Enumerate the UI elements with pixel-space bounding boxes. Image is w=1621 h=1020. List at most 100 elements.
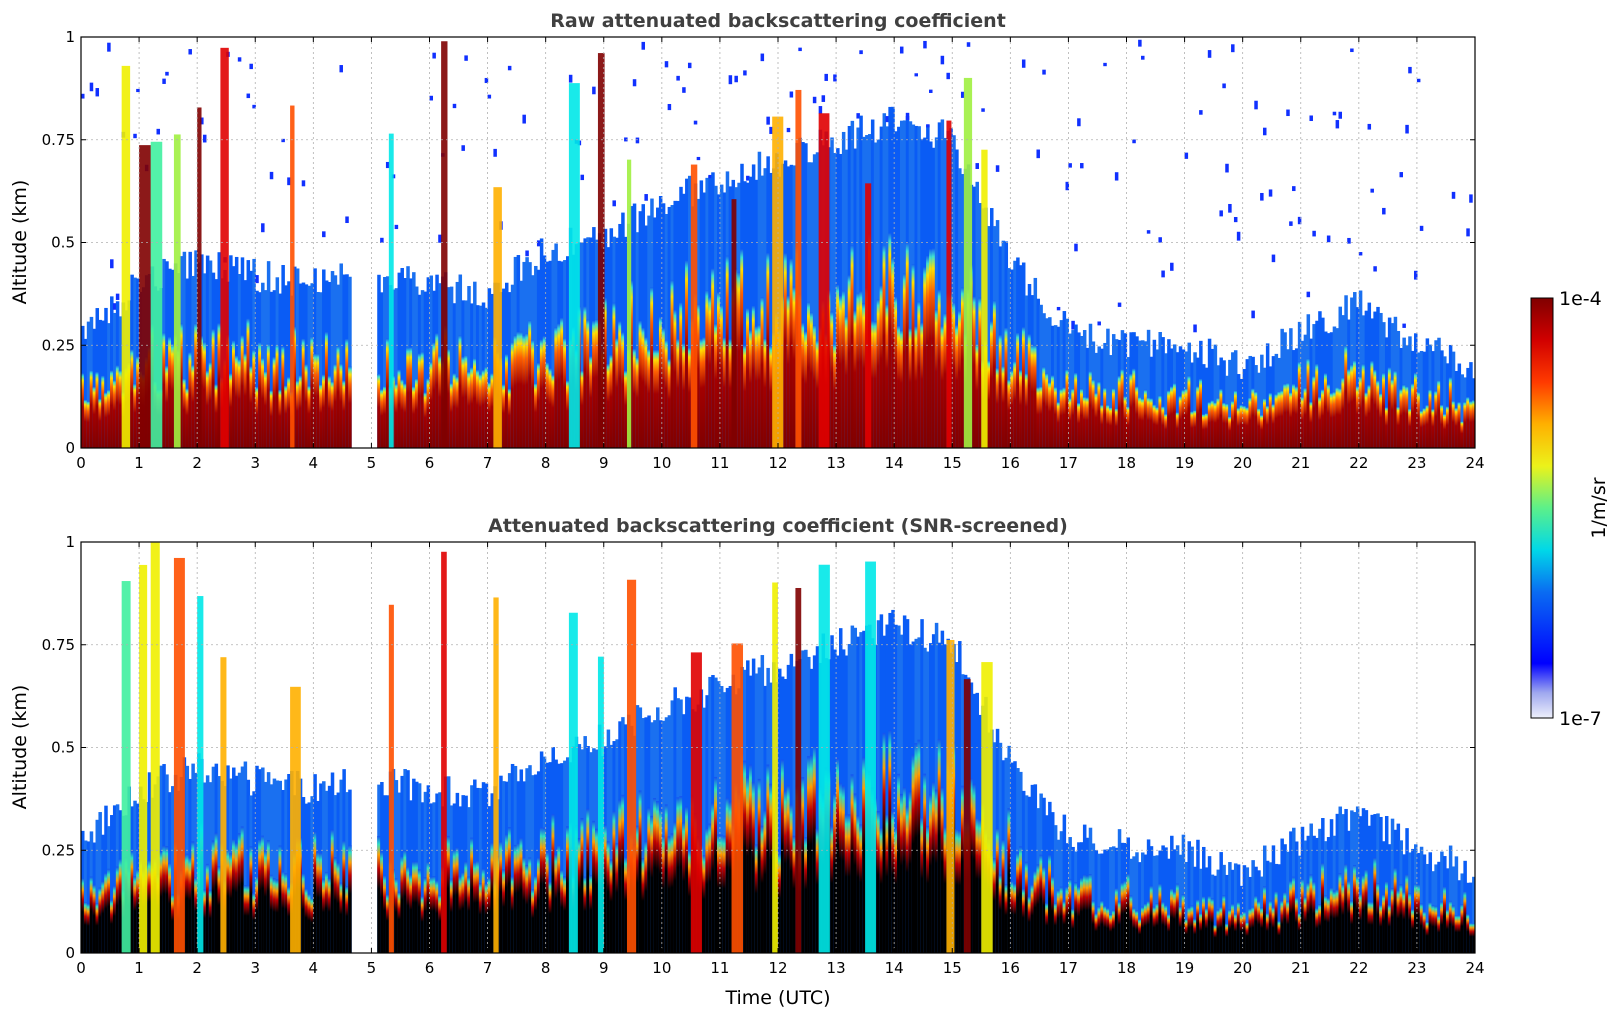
heatmap-streak — [441, 551, 447, 953]
heatmap-cell — [481, 782, 486, 953]
heatmap-cell — [644, 841, 648, 953]
heatmap-cell — [728, 75, 733, 85]
heatmap-cell — [1379, 312, 1383, 448]
heatmap-cell — [687, 62, 692, 69]
heatmap-cell — [1370, 814, 1374, 953]
heatmap-cell — [1457, 915, 1462, 953]
heatmap-cell — [1260, 414, 1264, 448]
heatmap-cell — [644, 337, 648, 448]
heatmap-cell — [202, 134, 207, 143]
heatmap-cell — [728, 186, 733, 448]
heatmap-cell — [455, 281, 460, 448]
heatmap-cell — [252, 791, 256, 953]
heatmap-cell — [586, 808, 590, 953]
heatmap-cell — [836, 758, 840, 953]
heatmap-cell — [1068, 163, 1072, 168]
heatmap-cell — [821, 95, 826, 102]
heatmap-cell — [1091, 900, 1096, 953]
heatmap-cell — [1358, 893, 1363, 953]
heatmap-cell — [1004, 757, 1009, 953]
heatmap-cell — [870, 321, 875, 448]
heatmap-cell — [711, 268, 715, 448]
heatmap-streak — [597, 53, 605, 448]
heatmap-cell — [644, 717, 648, 953]
heatmap-cell — [1129, 895, 1133, 953]
heatmap-streak — [220, 657, 227, 953]
heatmap-cell — [714, 323, 718, 448]
heatmap-cell — [1318, 828, 1322, 953]
heatmap-cell — [92, 884, 97, 953]
heatmap-cell — [783, 790, 788, 953]
heatmap-cell — [609, 228, 614, 448]
heatmap-cell — [589, 874, 593, 953]
x-tick-label: 20 — [1233, 454, 1252, 472]
heatmap-cell — [1393, 370, 1398, 448]
heatmap-cell — [1425, 863, 1430, 953]
heatmap-cell — [702, 337, 706, 448]
heatmap-cell — [194, 877, 198, 953]
heatmap-streak — [946, 120, 952, 448]
heatmap-cell — [1350, 364, 1354, 448]
heatmap-cell — [136, 88, 140, 93]
heatmap-cell — [1472, 923, 1475, 953]
heatmap-cell — [705, 290, 709, 448]
heatmap-cell — [1364, 392, 1369, 448]
heatmap-cell — [862, 303, 866, 448]
heatmap-cell — [824, 73, 828, 81]
heatmap-cell — [943, 137, 948, 448]
x-tick-label: 9 — [599, 959, 609, 977]
heatmap-cell — [1178, 854, 1183, 953]
heatmap-streak — [197, 596, 204, 953]
heatmap-cell — [914, 125, 918, 448]
heatmap-cell — [202, 341, 207, 448]
heatmap-cell — [1332, 111, 1337, 116]
heatmap-cell — [1344, 345, 1348, 448]
heatmap-cell — [322, 781, 326, 953]
heatmap-cell — [1193, 918, 1197, 953]
heatmap-cell — [1053, 325, 1058, 448]
heatmap-cell — [859, 115, 863, 448]
heatmap-cell — [1222, 402, 1226, 448]
heatmap-cell — [1382, 372, 1386, 448]
heatmap-cell — [812, 96, 817, 104]
heatmap-cell — [763, 338, 767, 448]
heatmap-cell — [1370, 901, 1374, 953]
heatmap-cell — [156, 128, 161, 135]
heatmap-cell — [83, 901, 88, 953]
heatmap-cell — [621, 212, 625, 448]
x-tick-label: 17 — [1059, 959, 1078, 977]
heatmap-cell — [1027, 796, 1032, 953]
heatmap-cell — [902, 273, 907, 448]
heatmap-cell — [478, 373, 483, 448]
heatmap-cell — [1309, 874, 1313, 953]
heatmap-cell — [743, 345, 747, 448]
heatmap-cell — [908, 121, 913, 448]
heatmap-cell — [194, 323, 198, 448]
heatmap-cell — [1024, 295, 1029, 448]
heatmap-cell — [272, 357, 277, 448]
heatmap-cell — [1416, 78, 1421, 83]
heatmap-cell — [304, 888, 309, 953]
heatmap-cell — [1414, 883, 1418, 953]
heatmap-cell — [327, 785, 332, 953]
heatmap-cell — [333, 363, 338, 448]
heatmap-cell — [992, 742, 997, 953]
heatmap-cell — [873, 142, 878, 448]
heatmap-cell — [1199, 378, 1203, 448]
heatmap-cell — [461, 872, 465, 953]
heatmap-cell — [165, 365, 169, 448]
heatmap-cell — [940, 55, 945, 65]
heatmap-cell — [1451, 351, 1456, 448]
heatmap-cell — [1454, 407, 1459, 448]
heatmap-cell — [397, 272, 402, 448]
heatmap-cell — [452, 103, 457, 109]
heatmap-cell — [899, 46, 904, 54]
heatmap-cell — [815, 340, 820, 448]
heatmap-cell — [319, 852, 323, 953]
heatmap-cell — [429, 361, 434, 448]
heatmap-cell — [1228, 359, 1232, 448]
heatmap-cell — [1065, 886, 1070, 953]
heatmap-cell — [1059, 388, 1064, 448]
heatmap-cell — [505, 834, 509, 953]
heatmap-cell — [809, 162, 814, 448]
